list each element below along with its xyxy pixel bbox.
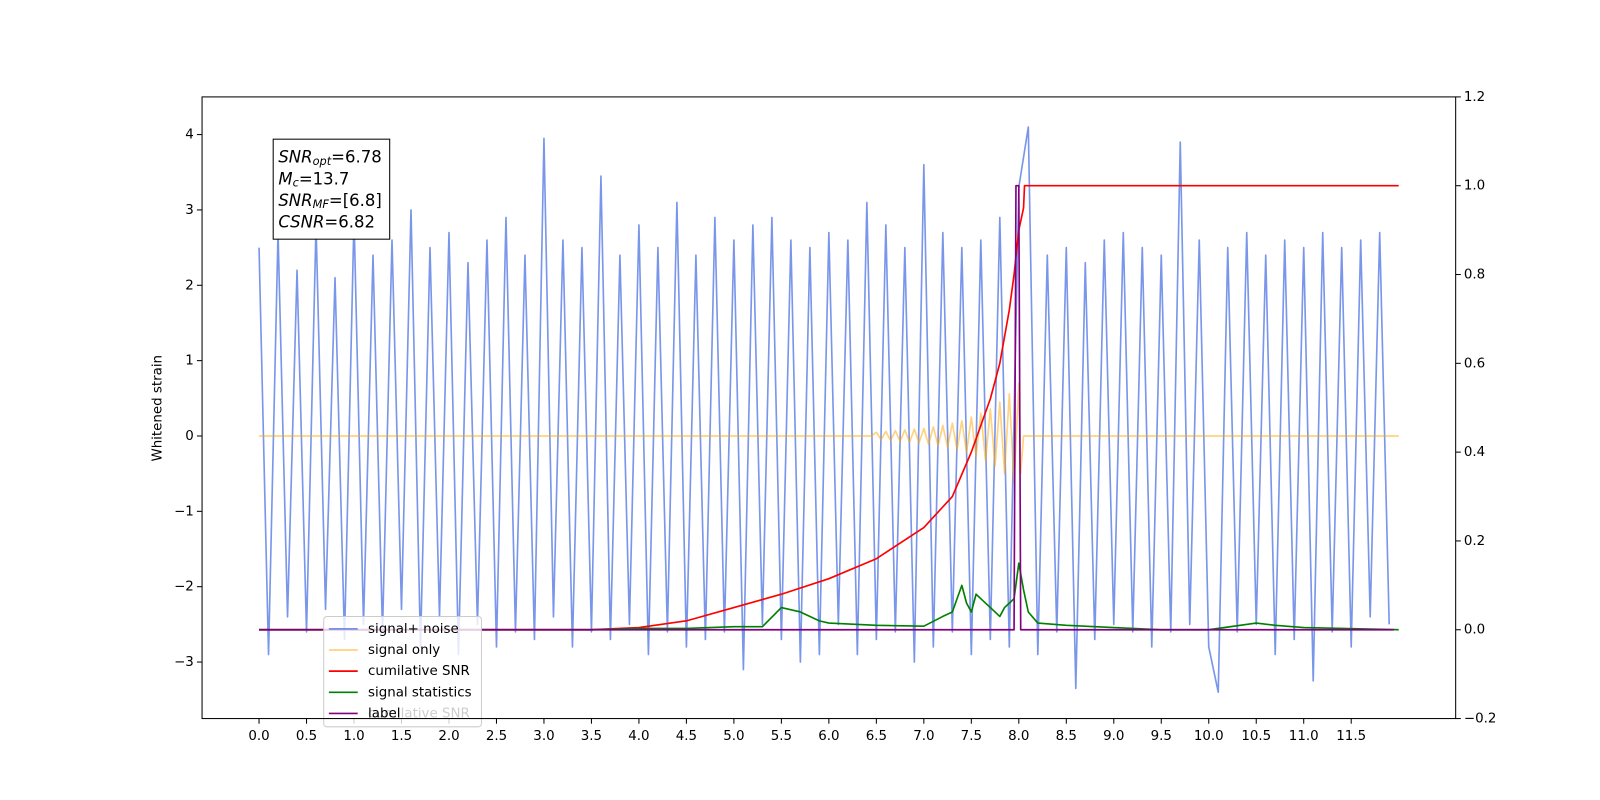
y-tick-label: 2 [185,278,194,293]
x-tick-label: 4.5 [676,729,697,744]
x-tick-label: 9.0 [1103,729,1124,744]
stats-value: =13.7 [299,169,350,188]
y-tick-label: 4 [185,128,194,143]
x-tick-label: 5.5 [771,729,792,744]
y2-tick-label: 0.4 [1464,445,1485,460]
stats-value: =6.78 [331,147,382,166]
x-tick-label: 10.0 [1194,729,1224,744]
y2-tick-label: 0.2 [1464,534,1485,549]
stats-sub: MF [313,197,330,211]
y2-tick-label: 1.0 [1464,179,1485,194]
series-line [258,126,1391,694]
legend-box [323,615,482,728]
series-line [259,184,1394,631]
y-tick-label: −1 [174,504,194,519]
y-tick-label: −2 [174,580,194,595]
x-tick-label: 6.5 [866,729,887,744]
y2-tick-label: 0.6 [1464,356,1485,371]
stats-sub: c [293,176,300,190]
legend-label: signal+ noise [368,622,459,637]
x-tick-label: 5.0 [723,729,744,744]
y2-tick-label: −0.2 [1464,712,1497,727]
stats-name: SNR [278,147,312,166]
x-tick-label: 2.5 [486,729,507,744]
x-tick-label: 3.5 [581,729,602,744]
stats-line: SNRMF=[6.8] [278,191,381,212]
x-tick-label: 8.0 [1008,729,1029,744]
stats-box [272,138,391,240]
y2-tick-label: 0.8 [1464,268,1485,283]
y-axis-label: Whitened strain [151,355,166,462]
stats-line: SNRopt=6.78 [278,147,381,168]
stats-value: =[6.8] [329,191,382,210]
axes-frame [201,96,1457,720]
x-tick-label: 10.5 [1241,729,1271,744]
series-line [259,562,1399,631]
stats-sub: opt [313,154,332,168]
x-tick-label: 6.0 [818,729,839,744]
y-tick-label: 3 [185,203,194,218]
y-tick-label: 0 [185,429,194,444]
x-tick-label: 7.5 [961,729,982,744]
y-tick-label: −3 [174,655,194,670]
stats-line: CSNR=6.82 [278,212,375,231]
series-line [259,382,1399,485]
stats-name: CSNR [278,212,324,231]
x-tick-label: 11.5 [1336,729,1366,744]
x-tick-label: 0.0 [248,729,269,744]
y-tick-label: 1 [185,354,194,369]
x-tick-label: 4.0 [628,729,649,744]
legend-label: label [368,706,400,721]
legend-label: signal statistics [368,685,472,700]
stats-line: Mc=13.7 [278,169,349,190]
y2-tick-label: 0.0 [1464,623,1485,638]
stats-name: SNR [278,191,312,210]
x-tick-label: 7.0 [913,729,934,744]
x-tick-label: 9.5 [1151,729,1172,744]
x-tick-label: 2.0 [438,729,459,744]
y2-tick-label: 1.2 [1464,90,1485,105]
x-tick-label: 8.5 [1056,729,1077,744]
stats-value: =6.82 [324,212,375,231]
x-tick-label: 3.0 [533,729,554,744]
x-tick-label: 1.0 [343,729,364,744]
x-tick-label: 11.0 [1289,729,1319,744]
legend-label: cumilative SNR [368,664,470,679]
x-tick-label: 0.5 [296,729,317,744]
stats-name: M [278,169,292,188]
legend-label: signal only [368,643,440,658]
x-tick-label: 1.5 [391,729,412,744]
